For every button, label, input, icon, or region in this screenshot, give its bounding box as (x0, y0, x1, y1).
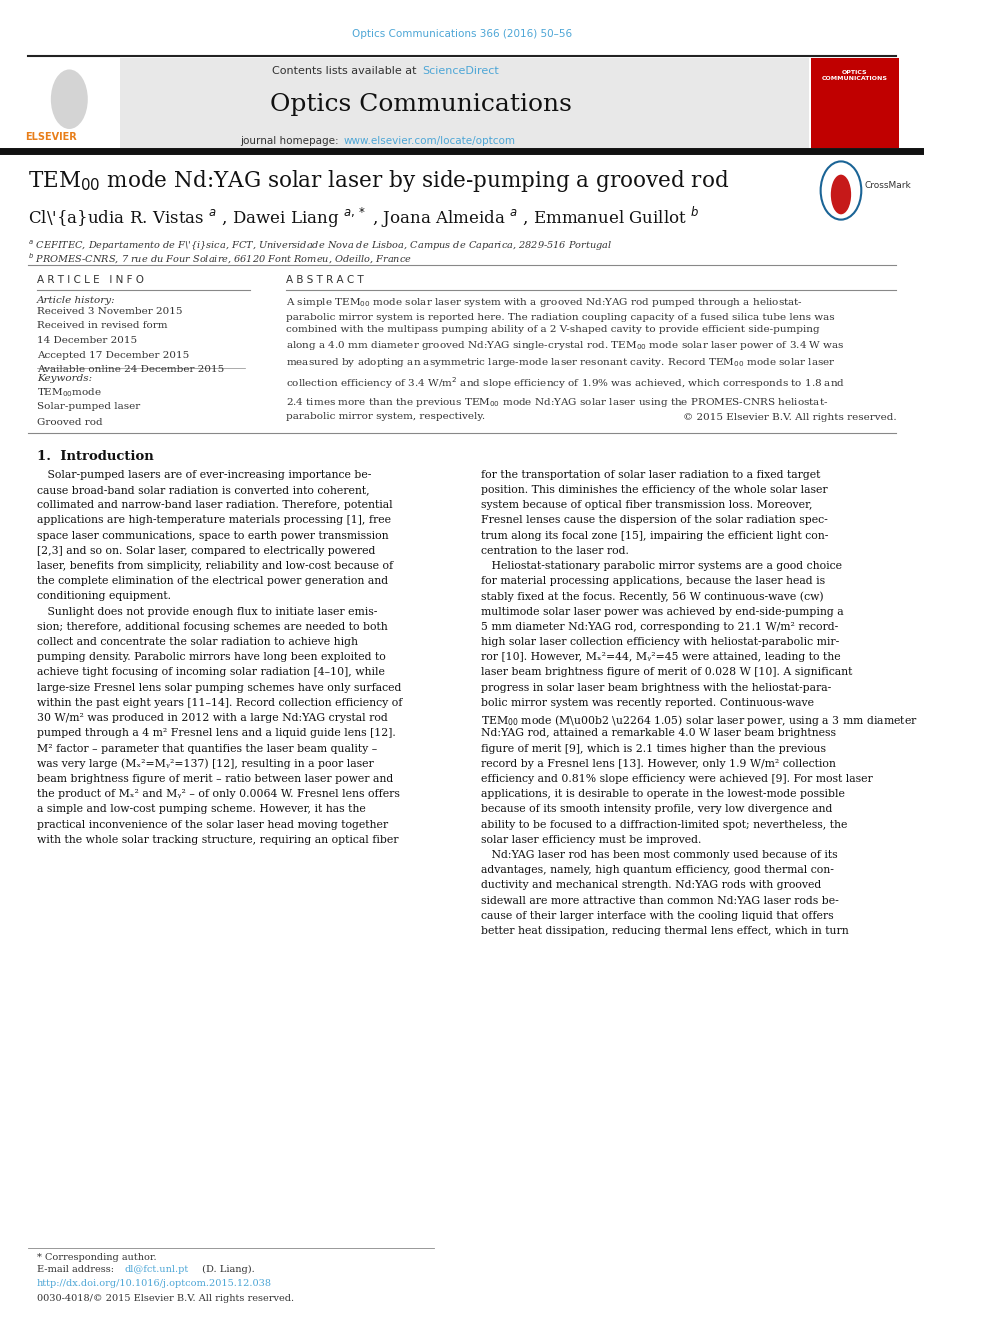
Text: Nd:YAG laser rod has been most commonly used because of its: Nd:YAG laser rod has been most commonly … (480, 849, 837, 860)
Text: advantages, namely, high quantum efficiency, good thermal con-: advantages, namely, high quantum efficie… (480, 865, 833, 876)
Text: Accepted 17 December 2015: Accepted 17 December 2015 (37, 351, 189, 360)
Ellipse shape (831, 175, 851, 214)
Text: journal homepage:: journal homepage: (240, 136, 342, 147)
Text: www.elsevier.com/locate/optcom: www.elsevier.com/locate/optcom (344, 136, 516, 147)
Text: Heliostat-stationary parabolic mirror systems are a good choice: Heliostat-stationary parabolic mirror sy… (480, 561, 841, 572)
Text: progress in solar laser beam brightness with the heliostat-para-: progress in solar laser beam brightness … (480, 683, 831, 693)
Text: ror [10]. However, Mₓ²=44, Mᵧ²=45 were attained, leading to the: ror [10]. However, Mₓ²=44, Mᵧ²=45 were a… (480, 652, 840, 663)
Text: for material processing applications, because the laser head is: for material processing applications, be… (480, 577, 824, 586)
Text: sidewall are more attractive than common Nd:YAG laser rods be-: sidewall are more attractive than common… (480, 896, 838, 906)
Text: Optics Communications: Optics Communications (270, 93, 571, 115)
Text: Optics Communications 366 (2016) 50–56: Optics Communications 366 (2016) 50–56 (352, 29, 572, 40)
Text: 30 W/m² was produced in 2012 with a large Nd:YAG crystal rod: 30 W/m² was produced in 2012 with a larg… (37, 713, 388, 724)
Text: for the transportation of solar laser radiation to a fixed target: for the transportation of solar laser ra… (480, 470, 820, 480)
Text: cause of their larger interface with the cooling liquid that offers: cause of their larger interface with the… (480, 910, 833, 921)
Text: CrossMark: CrossMark (864, 181, 911, 189)
Text: A simple TEM$_{00}$ mode solar laser system with a grooved Nd:YAG rod pumped thr: A simple TEM$_{00}$ mode solar laser sys… (287, 296, 845, 421)
Text: $^{b}$ PROMES-CNRS, 7 rue du Four Solaire, 66120 Font Romeu, Odeillo, France: $^{b}$ PROMES-CNRS, 7 rue du Four Solair… (28, 251, 412, 266)
Text: 1.  Introduction: 1. Introduction (37, 450, 154, 463)
Text: $^{a}$ CEFITEC, Departamento de F\'{i}sica, FCT, Universidade Nova de Lisboa, Ca: $^{a}$ CEFITEC, Departamento de F\'{i}si… (28, 238, 612, 253)
Text: pumping density. Parabolic mirrors have long been exploited to: pumping density. Parabolic mirrors have … (37, 652, 386, 663)
Text: 0030-4018/© 2015 Elsevier B.V. All rights reserved.: 0030-4018/© 2015 Elsevier B.V. All right… (37, 1294, 294, 1303)
Text: ELSEVIER: ELSEVIER (25, 132, 76, 143)
Text: bolic mirror system was recently reported. Continuous-wave: bolic mirror system was recently reporte… (480, 697, 813, 708)
Ellipse shape (51, 69, 88, 128)
Text: ScienceDirect: ScienceDirect (423, 66, 499, 77)
Text: Available online 24 December 2015: Available online 24 December 2015 (37, 365, 224, 374)
Text: the product of Mₓ² and Mᵧ² – of only 0.0064 W. Fresnel lens offers: the product of Mₓ² and Mᵧ² – of only 0.0… (37, 789, 400, 799)
Text: position. This diminishes the efficiency of the whole solar laser: position. This diminishes the efficiency… (480, 484, 827, 495)
Text: record by a Fresnel lens [13]. However, only 1.9 W/m² collection: record by a Fresnel lens [13]. However, … (480, 759, 835, 769)
Text: high solar laser collection efficiency with heliostat-parabolic mir-: high solar laser collection efficiency w… (480, 638, 839, 647)
Text: applications, it is desirable to operate in the lowest-mode possible: applications, it is desirable to operate… (480, 789, 844, 799)
Text: dl@fct.unl.pt: dl@fct.unl.pt (125, 1265, 189, 1274)
Text: * Corresponding author.: * Corresponding author. (37, 1253, 157, 1262)
Text: was very large (Mₓ²=Mᵧ²=137) [12], resulting in a poor laser: was very large (Mₓ²=Mᵧ²=137) [12], resul… (37, 759, 374, 769)
Text: beam brightness figure of merit – ratio between laser power and: beam brightness figure of merit – ratio … (37, 774, 393, 785)
Bar (28, 58, 808, 148)
Text: pumped through a 4 m² Fresnel lens and a liquid guide lens [12].: pumped through a 4 m² Fresnel lens and a… (37, 728, 396, 738)
Text: stably fixed at the focus. Recently, 56 W continuous-wave (cw): stably fixed at the focus. Recently, 56 … (480, 591, 823, 602)
Text: ability to be focused to a diffraction-limited spot; nevertheless, the: ability to be focused to a diffraction-l… (480, 819, 847, 830)
Text: large-size Fresnel lens solar pumping schemes have only surfaced: large-size Fresnel lens solar pumping sc… (37, 683, 402, 693)
Text: cause broad-band solar radiation is converted into coherent,: cause broad-band solar radiation is conv… (37, 484, 370, 495)
Text: Received 3 November 2015: Received 3 November 2015 (37, 307, 183, 316)
Bar (28, 58, 120, 148)
Text: © 2015 Elsevier B.V. All rights reserved.: © 2015 Elsevier B.V. All rights reserved… (682, 413, 897, 422)
Text: TEM$_{00}$ mode (M\u00b2 \u2264 1.05) solar laser power, using a 3 mm diameter: TEM$_{00}$ mode (M\u00b2 \u2264 1.05) so… (480, 713, 918, 728)
Text: the complete elimination of the electrical power generation and: the complete elimination of the electric… (37, 577, 388, 586)
Text: multimode solar laser power was achieved by end-side-pumping a: multimode solar laser power was achieved… (480, 606, 843, 617)
Text: laser beam brightness figure of merit of 0.028 W [10]. A significant: laser beam brightness figure of merit of… (480, 667, 852, 677)
Text: solar laser efficiency must be improved.: solar laser efficiency must be improved. (480, 835, 701, 845)
Text: Contents lists available at: Contents lists available at (273, 66, 421, 77)
Text: laser, benefits from simplicity, reliability and low-cost because of: laser, benefits from simplicity, reliabi… (37, 561, 393, 572)
Text: OPTICS
COMMUNICATIONS: OPTICS COMMUNICATIONS (821, 70, 888, 81)
Text: collimated and narrow-band laser radiation. Therefore, potential: collimated and narrow-band laser radiati… (37, 500, 393, 511)
Text: with the whole solar tracking structure, requiring an optical fiber: with the whole solar tracking structure,… (37, 835, 399, 845)
Text: A B S T R A C T: A B S T R A C T (287, 275, 364, 286)
Text: [2,3] and so on. Solar laser, compared to electrically powered: [2,3] and so on. Solar laser, compared t… (37, 545, 375, 556)
Text: Received in revised form: Received in revised form (37, 321, 168, 331)
Text: practical inconvenience of the solar laser head moving together: practical inconvenience of the solar las… (37, 819, 388, 830)
Text: Solar-pumped laser: Solar-pumped laser (37, 402, 140, 411)
Text: Fresnel lenses cause the dispersion of the solar radiation spec-: Fresnel lenses cause the dispersion of t… (480, 515, 827, 525)
Text: collect and concentrate the solar radiation to achieve high: collect and concentrate the solar radiat… (37, 638, 358, 647)
Text: (D. Liang).: (D. Liang). (198, 1265, 254, 1274)
Text: Keywords:: Keywords: (37, 374, 92, 384)
Text: space laser communications, space to earth power transmission: space laser communications, space to ear… (37, 531, 389, 541)
Text: system because of optical fiber transmission loss. Moreover,: system because of optical fiber transmis… (480, 500, 812, 511)
Text: Grooved rod: Grooved rod (37, 418, 102, 427)
Text: Article history:: Article history: (37, 296, 116, 306)
Text: better heat dissipation, reducing thermal lens effect, which in turn: better heat dissipation, reducing therma… (480, 926, 848, 937)
Bar (811, 58, 899, 148)
Text: 14 December 2015: 14 December 2015 (37, 336, 137, 345)
Text: TEM$_{00}$ mode Nd:YAG solar laser by side-pumping a grooved rod: TEM$_{00}$ mode Nd:YAG solar laser by si… (28, 168, 729, 194)
Text: sion; therefore, additional focusing schemes are needed to both: sion; therefore, additional focusing sch… (37, 622, 388, 632)
Text: http://dx.doi.org/10.1016/j.optcom.2015.12.038: http://dx.doi.org/10.1016/j.optcom.2015.… (37, 1279, 272, 1289)
Text: conditioning equipment.: conditioning equipment. (37, 591, 171, 602)
Text: within the past eight years [11–14]. Record collection efficiency of: within the past eight years [11–14]. Rec… (37, 697, 403, 708)
Text: M² factor – parameter that quantifies the laser beam quality –: M² factor – parameter that quantifies th… (37, 744, 377, 754)
Text: Nd:YAG rod, attained a remarkable 4.0 W laser beam brightness: Nd:YAG rod, attained a remarkable 4.0 W … (480, 728, 835, 738)
Text: trum along its focal zone [15], impairing the efficient light con-: trum along its focal zone [15], impairin… (480, 531, 828, 541)
Text: achieve tight focusing of incoming solar radiation [4–10], while: achieve tight focusing of incoming solar… (37, 667, 385, 677)
Text: centration to the laser rod.: centration to the laser rod. (480, 545, 628, 556)
Text: E-mail address:: E-mail address: (37, 1265, 117, 1274)
Text: because of its smooth intensity profile, very low divergence and: because of its smooth intensity profile,… (480, 804, 832, 815)
Text: Sunlight does not provide enough flux to initiate laser emis-: Sunlight does not provide enough flux to… (37, 606, 377, 617)
Text: Solar-pumped lasers are of ever-increasing importance be-: Solar-pumped lasers are of ever-increasi… (37, 470, 371, 480)
Text: A R T I C L E   I N F O: A R T I C L E I N F O (37, 275, 144, 286)
Text: applications are high-temperature materials processing [1], free: applications are high-temperature materi… (37, 515, 391, 525)
Text: a simple and low-cost pumping scheme. However, it has the: a simple and low-cost pumping scheme. Ho… (37, 804, 366, 815)
Text: TEM$_{00}$mode: TEM$_{00}$mode (37, 386, 102, 400)
Text: Cl\'{a}udia R. Vistas $^{a}$ , Dawei Liang $^{a,*}$ , Joana Almeida $^{a}$ , Emm: Cl\'{a}udia R. Vistas $^{a}$ , Dawei Lia… (28, 205, 699, 230)
Text: ductivity and mechanical strength. Nd:YAG rods with grooved: ductivity and mechanical strength. Nd:YA… (480, 881, 820, 890)
Text: figure of merit [9], which is 2.1 times higher than the previous: figure of merit [9], which is 2.1 times … (480, 744, 825, 754)
Text: 5 mm diameter Nd:YAG rod, corresponding to 21.1 W/m² record-: 5 mm diameter Nd:YAG rod, corresponding … (480, 622, 838, 632)
Text: efficiency and 0.81% slope efficiency were achieved [9]. For most laser: efficiency and 0.81% slope efficiency we… (480, 774, 872, 785)
